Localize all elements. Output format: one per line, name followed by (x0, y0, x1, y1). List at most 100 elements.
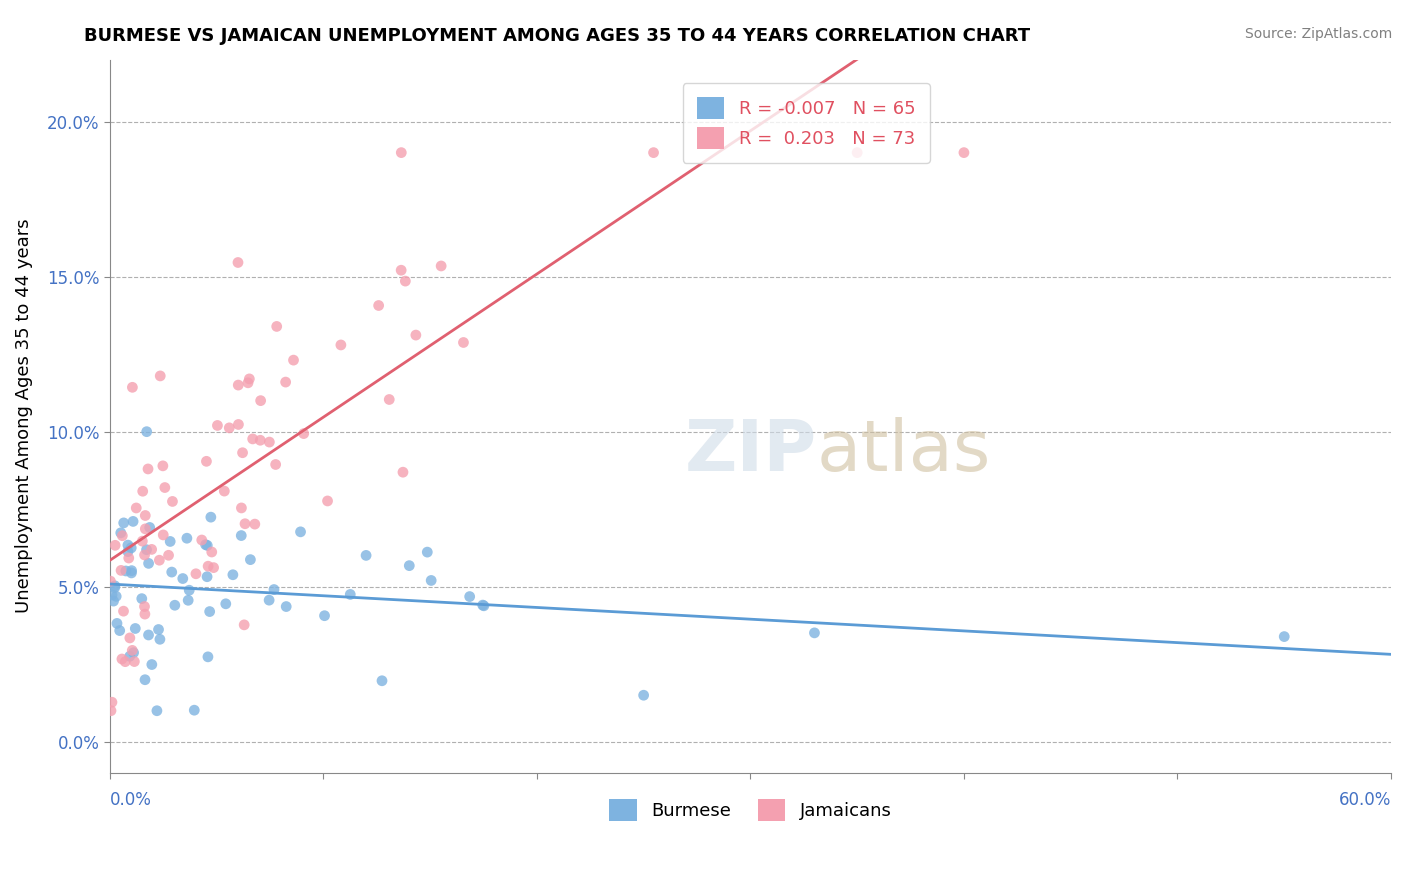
Point (263, 582, 285, 597)
Point (118, 631, 141, 645)
Point (231, 528, 253, 542)
Point (389, 145, 412, 160)
Point (471, 598, 494, 612)
Point (633, 688, 655, 702)
Point (111, 652, 134, 666)
Point (394, 274, 416, 288)
Point (195, 570, 218, 584)
Point (222, 567, 245, 582)
Point (190, 533, 212, 547)
Point (202, 560, 225, 574)
Point (148, 553, 170, 567)
Point (458, 590, 481, 604)
Point (236, 376, 259, 390)
Point (104, 581, 127, 595)
Point (157, 549, 180, 563)
Point (266, 319, 288, 334)
Point (226, 255, 249, 269)
Point (160, 565, 183, 579)
Point (197, 559, 219, 574)
Point (231, 500, 253, 515)
Point (195, 538, 218, 552)
Point (104, 579, 127, 593)
Point (201, 545, 224, 559)
Point (111, 529, 134, 543)
Point (117, 544, 139, 558)
Point (176, 531, 198, 545)
Text: ZIP: ZIP (685, 417, 817, 486)
Text: atlas: atlas (817, 417, 991, 486)
Point (148, 623, 170, 637)
Point (135, 542, 157, 557)
Point (215, 597, 238, 611)
Point (398, 558, 420, 573)
Y-axis label: Unemployment Among Ages 35 to 44 years: Unemployment Among Ages 35 to 44 years (15, 219, 32, 614)
Point (134, 673, 156, 687)
Point (121, 564, 143, 578)
Point (371, 673, 394, 688)
Point (172, 572, 194, 586)
Point (120, 566, 142, 580)
Point (110, 525, 132, 540)
Point (274, 375, 297, 389)
Point (105, 590, 128, 604)
Point (354, 549, 377, 563)
Legend: Burmese, Jamaicans: Burmese, Jamaicans (595, 784, 905, 835)
Point (453, 335, 475, 350)
Point (472, 599, 495, 613)
Point (200, 510, 222, 524)
Point (122, 646, 145, 660)
Point (430, 259, 453, 273)
Point (149, 368, 172, 383)
Point (643, 145, 665, 160)
Point (803, 625, 825, 640)
Point (239, 552, 262, 566)
Text: Source: ZipAtlas.com: Source: ZipAtlas.com (1244, 27, 1392, 41)
Point (264, 458, 287, 472)
Point (238, 372, 260, 386)
Point (141, 657, 163, 672)
Point (114, 655, 136, 669)
Point (101, 588, 124, 602)
Point (121, 380, 143, 394)
Point (162, 494, 184, 508)
Point (283, 353, 305, 368)
Point (136, 462, 159, 476)
Point (134, 548, 156, 562)
Point (159, 534, 181, 549)
Point (292, 426, 315, 441)
Point (228, 417, 250, 432)
Point (249, 434, 271, 448)
Point (378, 392, 401, 407)
Point (112, 516, 135, 530)
Point (259, 435, 281, 450)
Point (198, 605, 221, 619)
Point (257, 593, 280, 607)
Point (232, 446, 254, 460)
Text: 0.0%: 0.0% (110, 790, 152, 808)
Point (105, 616, 128, 631)
Point (416, 545, 439, 559)
Point (135, 425, 157, 439)
Point (124, 622, 146, 636)
Point (214, 484, 236, 499)
Point (138, 628, 160, 642)
Point (108, 624, 131, 638)
Point (101, 695, 124, 709)
Point (141, 542, 163, 557)
Point (146, 704, 169, 718)
Point (846, 145, 869, 160)
Point (103, 594, 125, 608)
Point (276, 599, 298, 614)
Point (392, 465, 415, 479)
Text: BURMESE VS JAMAICAN UNEMPLOYMENT AMONG AGES 35 TO 44 YEARS CORRELATION CHART: BURMESE VS JAMAICAN UNEMPLOYMENT AMONG A… (84, 27, 1031, 45)
Point (207, 418, 229, 433)
Point (1272, 630, 1295, 644)
Point (115, 564, 138, 578)
Point (405, 328, 427, 343)
Point (243, 517, 266, 532)
Point (125, 500, 148, 515)
Point (339, 587, 361, 601)
Point (134, 508, 156, 523)
Point (153, 481, 176, 495)
